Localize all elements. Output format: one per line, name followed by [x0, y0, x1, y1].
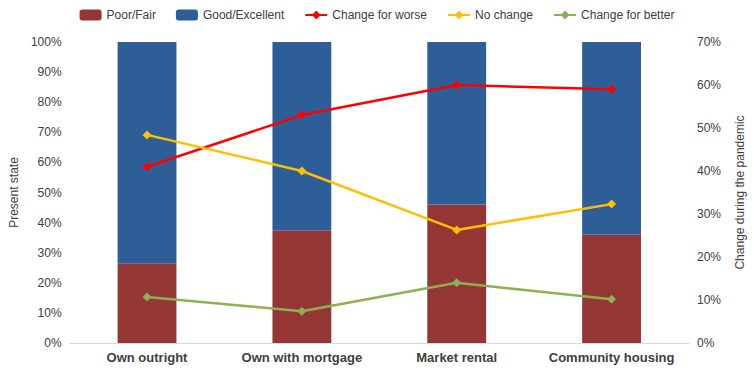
svg-text:50%: 50%	[38, 186, 62, 200]
svg-text:20%: 20%	[38, 276, 62, 290]
svg-text:0%: 0%	[44, 336, 62, 350]
svg-text:90%: 90%	[38, 65, 62, 79]
svg-text:Present state: Present state	[7, 157, 21, 228]
svg-text:0%: 0%	[697, 336, 715, 350]
svg-text:No change: No change	[475, 8, 533, 22]
svg-text:Own outright: Own outright	[107, 350, 189, 365]
svg-text:Change for worse: Change for worse	[332, 8, 427, 22]
svg-text:10%: 10%	[697, 293, 721, 307]
svg-text:Market rental: Market rental	[416, 350, 497, 365]
svg-text:30%: 30%	[38, 246, 62, 260]
svg-text:Community housing: Community housing	[549, 350, 675, 365]
svg-text:70%: 70%	[38, 125, 62, 139]
svg-text:40%: 40%	[697, 164, 721, 178]
svg-text:20%: 20%	[697, 250, 721, 264]
svg-text:10%: 10%	[38, 306, 62, 320]
svg-text:Good/Excellent: Good/Excellent	[203, 8, 285, 22]
svg-text:Change during the pandemic: Change during the pandemic	[733, 115, 747, 269]
svg-text:60%: 60%	[38, 155, 62, 169]
svg-text:30%: 30%	[697, 207, 721, 221]
svg-text:Poor/Fair: Poor/Fair	[107, 8, 156, 22]
svg-text:40%: 40%	[38, 216, 62, 230]
svg-text:80%: 80%	[38, 95, 62, 109]
svg-text:Own with mortgage: Own with mortgage	[242, 350, 363, 365]
svg-text:70%: 70%	[697, 35, 721, 49]
svg-text:100%: 100%	[31, 35, 62, 49]
svg-text:50%: 50%	[697, 121, 721, 135]
svg-text:60%: 60%	[697, 78, 721, 92]
svg-text:Change for better: Change for better	[581, 8, 674, 22]
